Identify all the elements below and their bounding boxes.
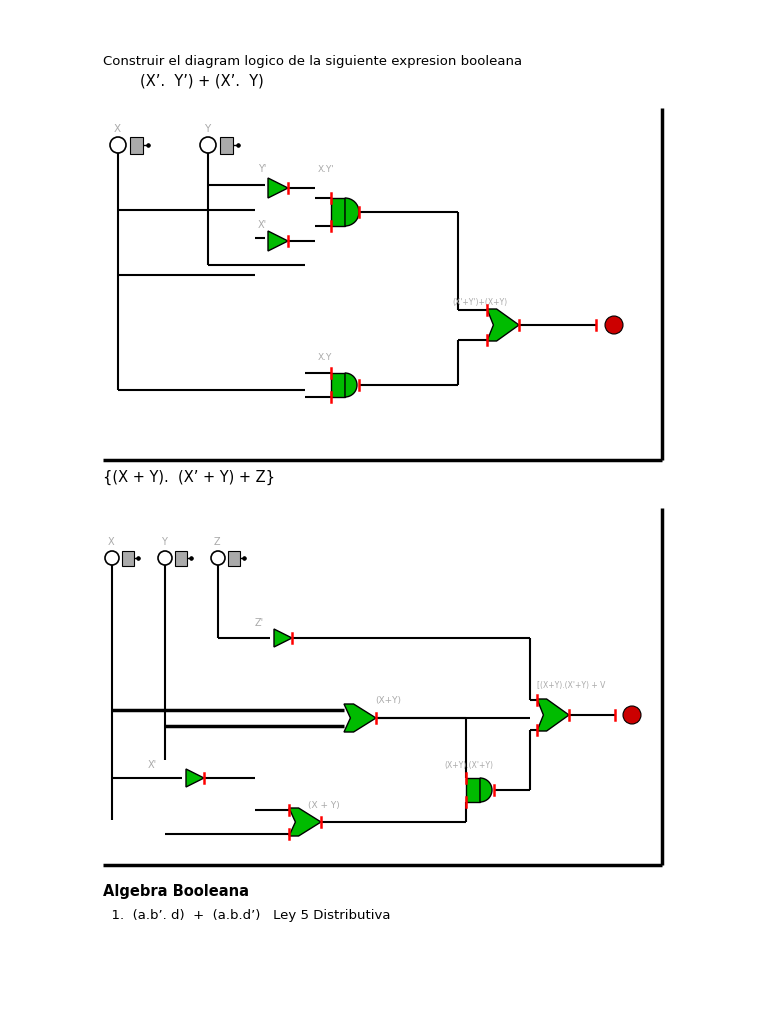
Text: X: X bbox=[114, 124, 121, 134]
Bar bbox=[175, 551, 187, 565]
Circle shape bbox=[110, 137, 126, 153]
Text: Z': Z' bbox=[255, 618, 264, 628]
Text: (X + Y): (X + Y) bbox=[308, 801, 339, 810]
Circle shape bbox=[211, 551, 225, 565]
Circle shape bbox=[200, 137, 216, 153]
Bar bbox=[466, 778, 480, 802]
Polygon shape bbox=[344, 705, 376, 732]
Text: 1.  (a.b’. d)  +  (a.b.d’)   Ley 5 Distributiva: 1. (a.b’. d) + (a.b.d’) Ley 5 Distributi… bbox=[103, 909, 390, 922]
Text: {(X + Y).  (X’ + Y) + Z}: {(X + Y). (X’ + Y) + Z} bbox=[103, 470, 275, 485]
Polygon shape bbox=[274, 629, 292, 647]
Wedge shape bbox=[345, 373, 357, 397]
Text: [(X+Y).(X'+Y) + V: [(X+Y).(X'+Y) + V bbox=[537, 681, 605, 690]
Polygon shape bbox=[268, 231, 288, 251]
Bar bbox=[331, 198, 345, 226]
Text: Y: Y bbox=[161, 537, 167, 547]
Text: Construir el diagram logico de la siguiente expresion booleana: Construir el diagram logico de la siguie… bbox=[103, 55, 522, 68]
Polygon shape bbox=[186, 769, 204, 787]
Wedge shape bbox=[480, 778, 492, 802]
Bar bbox=[228, 551, 240, 565]
Text: Algebra Booleana: Algebra Booleana bbox=[103, 884, 249, 899]
Text: Z: Z bbox=[214, 537, 220, 547]
Text: (X+Y).(X'+Y): (X+Y).(X'+Y) bbox=[444, 761, 493, 770]
Bar bbox=[130, 136, 143, 154]
Polygon shape bbox=[487, 309, 519, 341]
Bar bbox=[122, 551, 134, 565]
Text: (X+Y): (X+Y) bbox=[375, 696, 401, 705]
Text: Y': Y' bbox=[258, 164, 266, 174]
Circle shape bbox=[623, 706, 641, 724]
Bar bbox=[220, 136, 233, 154]
Circle shape bbox=[605, 316, 623, 334]
Polygon shape bbox=[537, 699, 569, 731]
Text: X.Y: X.Y bbox=[318, 353, 333, 362]
Bar bbox=[331, 373, 345, 397]
Text: X.Y': X.Y' bbox=[318, 165, 335, 174]
Circle shape bbox=[105, 551, 119, 565]
Polygon shape bbox=[289, 808, 321, 836]
Text: X': X' bbox=[148, 760, 157, 770]
Wedge shape bbox=[345, 198, 359, 226]
Text: (X'+Y')+(X+Y): (X'+Y')+(X+Y) bbox=[452, 298, 507, 307]
Text: Y: Y bbox=[204, 124, 210, 134]
Circle shape bbox=[158, 551, 172, 565]
Text: X: X bbox=[108, 537, 114, 547]
Text: X': X' bbox=[258, 220, 267, 230]
Text: (X’.  Y’) + (X’.  Y): (X’. Y’) + (X’. Y) bbox=[103, 74, 263, 89]
Polygon shape bbox=[268, 178, 288, 198]
